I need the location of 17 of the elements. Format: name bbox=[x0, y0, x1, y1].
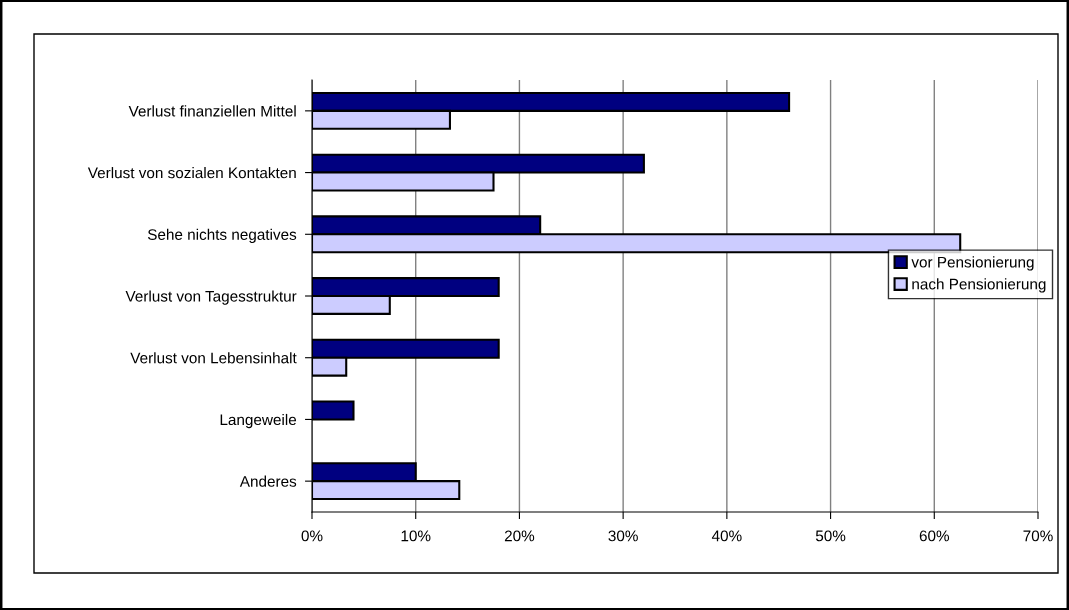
x-tick-label: 0% bbox=[301, 530, 323, 542]
y-tick-label: Sehe nichts negatives bbox=[147, 228, 297, 243]
x-tick-label: 70% bbox=[1023, 530, 1053, 542]
y-tick-label: Anderes bbox=[239, 475, 297, 487]
x-tick-label: 60% bbox=[919, 530, 950, 542]
legend-label: nach Pensionierung bbox=[912, 278, 1046, 293]
y-tick-label: Verlust von sozialen Kontakten bbox=[87, 167, 296, 179]
x-tick-label: 10% bbox=[401, 530, 431, 542]
y-tick-label: Verlust finanziellen Mittel bbox=[128, 105, 296, 117]
x-tick-label: 30% bbox=[608, 530, 638, 542]
x-tick-label: 40% bbox=[711, 530, 742, 542]
y-tick-label: Verlust von Lebensinhalt bbox=[130, 352, 297, 364]
x-tick-label: 50% bbox=[815, 530, 846, 542]
y-tick-label: Langeweile bbox=[220, 413, 297, 429]
legend-label: vor Pensionierung bbox=[911, 256, 1034, 271]
y-tick-label: Verlust von Tagesstruktur bbox=[125, 290, 297, 305]
x-tick-label: 20% bbox=[504, 530, 535, 542]
